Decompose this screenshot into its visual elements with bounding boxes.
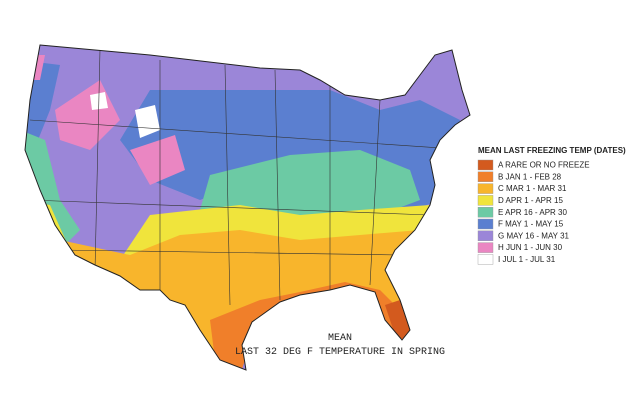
legend-label: B JAN 1 - FEB 28 (498, 172, 562, 181)
legend-label: E APR 16 - APR 30 (498, 208, 567, 217)
us-map (25, 45, 470, 370)
legend-swatch (477, 183, 494, 194)
legend-label: C MAR 1 - MAR 31 (498, 184, 567, 193)
caption-line: LAST 32 DEG F TEMPERATURE IN SPRING (235, 347, 445, 358)
legend: A RARE OR NO FREEZE B JAN 1 - FEB 28 C MAR… (477, 159, 590, 265)
zone-e (200, 150, 420, 215)
caption-line: MEAN (328, 333, 352, 344)
legend-swatch (477, 242, 494, 253)
zone-h-2 (130, 135, 185, 185)
legend-label: G MAY 16 - MAY 31 (498, 231, 570, 240)
legend-label: D APR 1 - APR 15 (498, 196, 563, 205)
legend-swatch (477, 159, 494, 171)
legend-swatch (477, 195, 494, 206)
us-outline (24, 44, 471, 371)
legend-title: MEAN LAST FREEZING TEMP (DATES) (478, 146, 626, 155)
legend-label: F MAY 1 - MAY 15 (498, 220, 564, 229)
legend-swatch (477, 218, 494, 230)
zone-i (135, 105, 160, 138)
zone-c (60, 230, 440, 370)
legend-swatch (477, 254, 494, 265)
legend-swatch (477, 206, 494, 218)
legend-swatch (477, 230, 494, 242)
legend-swatch (477, 171, 494, 183)
state-lines (29, 49, 470, 306)
legend-label: H JUN 1 - JUN 30 (498, 243, 563, 252)
legend-label: I JUL 1 - JUL 31 (498, 255, 556, 264)
legend-label: A RARE OR NO FREEZE (498, 161, 590, 170)
